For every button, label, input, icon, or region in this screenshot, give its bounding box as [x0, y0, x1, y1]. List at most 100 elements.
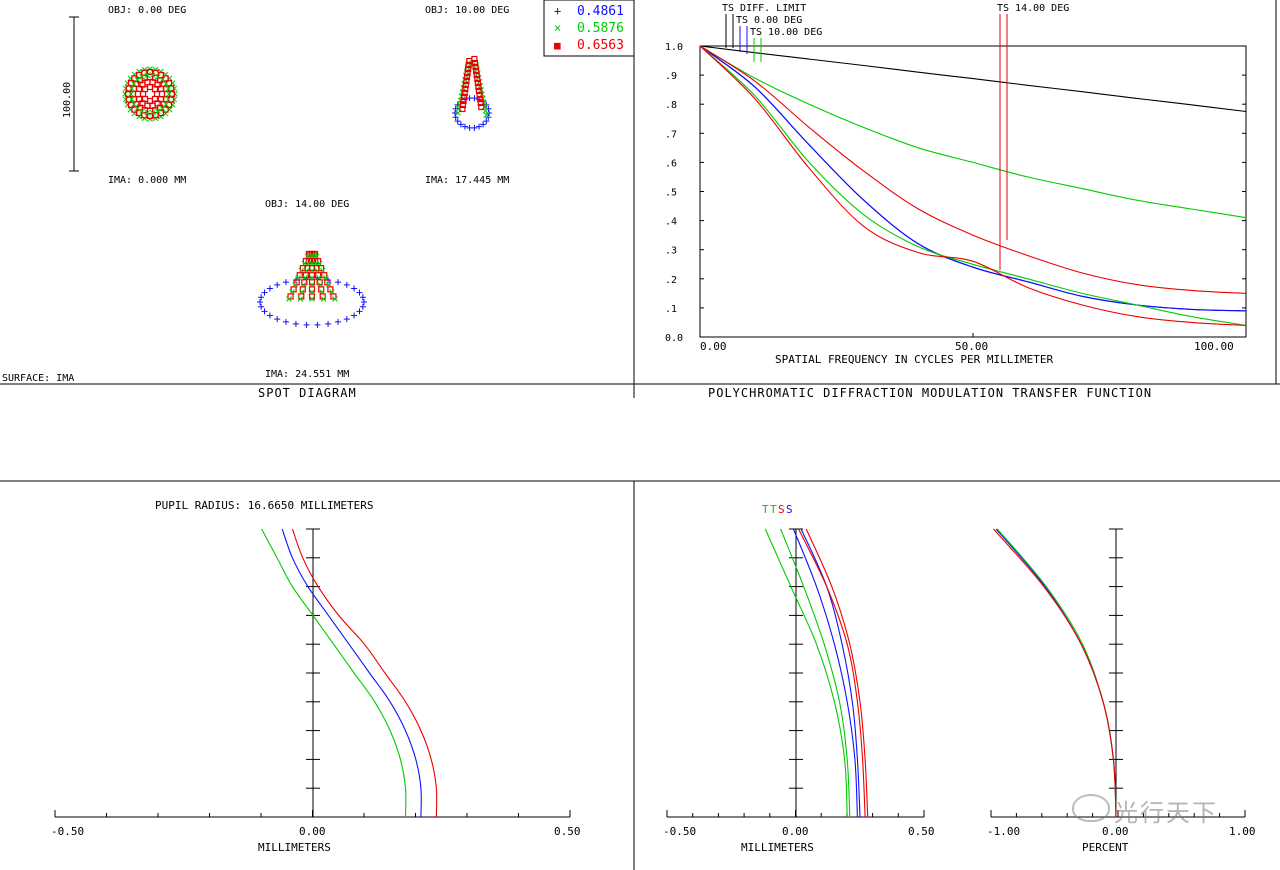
spot-mark-square — [318, 286, 325, 293]
spot-mark-square — [472, 63, 479, 71]
spot-mark-square — [459, 101, 467, 109]
mtf-ytick-label: .9 — [665, 71, 677, 82]
spot-mark-square — [146, 107, 154, 115]
mtf-ytick-label: .3 — [665, 246, 677, 257]
fc-label-s2: S — [786, 503, 793, 516]
mtf-xtick-label: 0.00 — [700, 340, 727, 353]
spot-scale-label: 100.00 — [62, 82, 73, 118]
fc-series-line — [800, 528, 861, 818]
mtf-caption: POLYCHROMATIC DIFFRACTION MODULATION TRA… — [708, 386, 1152, 400]
mtf-series-line — [699, 45, 1247, 219]
watermark-icon — [1072, 794, 1110, 822]
spot-mark-x — [149, 72, 156, 79]
spot-mark-x — [169, 80, 176, 87]
spot-mark-plus — [351, 312, 358, 319]
spot-mark-plus — [480, 121, 487, 128]
spot-mark-square — [134, 90, 142, 98]
spot-mark-square — [465, 61, 472, 69]
spot-mark-x — [141, 115, 148, 122]
spot-mark-plus — [454, 118, 461, 125]
spot-mark-square — [474, 79, 481, 87]
spot-mark-square — [477, 95, 484, 103]
spot-mark-square — [462, 85, 469, 93]
spot-mark-square — [463, 77, 470, 85]
spot-mark-square — [477, 99, 484, 107]
fc-xtick-label-mid: 0.00 — [782, 825, 809, 838]
spot-mark-x — [149, 109, 156, 116]
mtf-ytick-label: .2 — [665, 275, 677, 286]
spot-mark-plus — [452, 110, 458, 116]
spot-ima-10: IMA: 17.445 MM — [425, 175, 509, 186]
spot-mark-square — [308, 279, 316, 286]
legend-wave-green: 0.5876 — [577, 21, 624, 36]
fc-label-t1: T — [762, 503, 769, 516]
spot-mark-x — [165, 85, 172, 92]
pupil-radius-label: PUPIL RADIUS: 16.6650 MILLIMETERS — [155, 499, 374, 512]
spot-mark-square — [298, 293, 305, 300]
spot-mark-square — [464, 69, 471, 77]
spot-mark-plus — [476, 123, 483, 130]
spot-mark-square — [158, 90, 166, 98]
spot-mark-square — [314, 257, 322, 265]
mtf-ytick-label: .1 — [665, 304, 677, 315]
spot-mark-square — [461, 89, 468, 97]
spot-mark-x — [131, 101, 137, 108]
spot-mark-plus — [314, 321, 321, 328]
spot-mark-plus — [266, 285, 273, 292]
spot-mark-plus — [292, 320, 299, 327]
mtf-ytick-label: .5 — [665, 188, 677, 199]
spot-mark-square — [153, 90, 161, 98]
la-lines — [261, 528, 438, 818]
mtf-legend-diff: TS DIFF. LIMIT — [722, 3, 806, 14]
spot-diagram: OBJ: 0.00 DEG OBJ: 10.00 DEG OBJ: 14.00 … — [2, 0, 635, 384]
spot-mark-x — [124, 80, 131, 87]
field-curvature-chart: T T S S -0.50 0.00 0.50 MILLIMETERS — [663, 503, 935, 854]
fc-axes: -0.50 0.00 0.50 — [663, 528, 935, 838]
spot-mark-square — [475, 87, 483, 95]
legend-wave-red: 0.6563 — [577, 38, 624, 53]
spot-mark-square — [157, 85, 164, 92]
spot-mark-square — [478, 103, 485, 111]
mtf-lines — [699, 45, 1247, 326]
la-series-line — [261, 528, 407, 818]
spot-mark-x — [166, 91, 172, 97]
spot-mark-x — [297, 296, 304, 302]
spot-mark-x — [122, 85, 129, 92]
spot-ima-0: IMA: 0.000 MM — [108, 175, 186, 186]
spot-mark-plus — [359, 303, 366, 310]
spot-mark-square — [466, 57, 473, 65]
spot-mark-square — [308, 286, 316, 293]
spot-mark-x — [157, 68, 164, 75]
fc-xlabel: MILLIMETERS — [741, 841, 814, 854]
spot-mark-x — [128, 85, 135, 92]
fc-xtick-label-left: -0.50 — [663, 825, 696, 838]
spot-mark-square — [327, 286, 334, 293]
la-axes: -0.50 0.00 0.50 — [51, 528, 581, 838]
spot-mark-square — [465, 65, 472, 73]
spot-mark-x — [332, 296, 338, 302]
fc-xtick-label-right: 0.50 — [908, 825, 935, 838]
fc-series-line — [764, 528, 848, 818]
dist-xlabel: PERCENT — [1082, 841, 1129, 854]
spot-mark-x — [483, 112, 490, 118]
mtf-series-line — [699, 45, 1247, 294]
spot-mark-square — [319, 293, 326, 300]
spot-mark-plus — [325, 320, 332, 327]
spot-mark-x — [136, 113, 143, 120]
spot-mark-square — [475, 83, 482, 91]
la-series-line — [291, 528, 438, 818]
spot-mark-x — [124, 101, 131, 108]
mtf-series-line — [699, 45, 1247, 312]
watermark-text: 光行天下 — [1114, 799, 1218, 827]
fc-series-line — [798, 528, 866, 818]
spot-mark-square — [151, 85, 159, 93]
spot-mark-plus — [274, 316, 281, 323]
spot-mark-square — [146, 73, 154, 81]
mtf-xtick-label: 100.00 — [1194, 340, 1234, 353]
spot-ima-14: IMA: 24.551 MM — [265, 369, 349, 380]
spot-mark-plus — [483, 118, 490, 125]
spot-mark-plus — [343, 316, 350, 323]
spot-mark-square — [460, 97, 467, 105]
fc-label-t2: T — [770, 503, 777, 516]
